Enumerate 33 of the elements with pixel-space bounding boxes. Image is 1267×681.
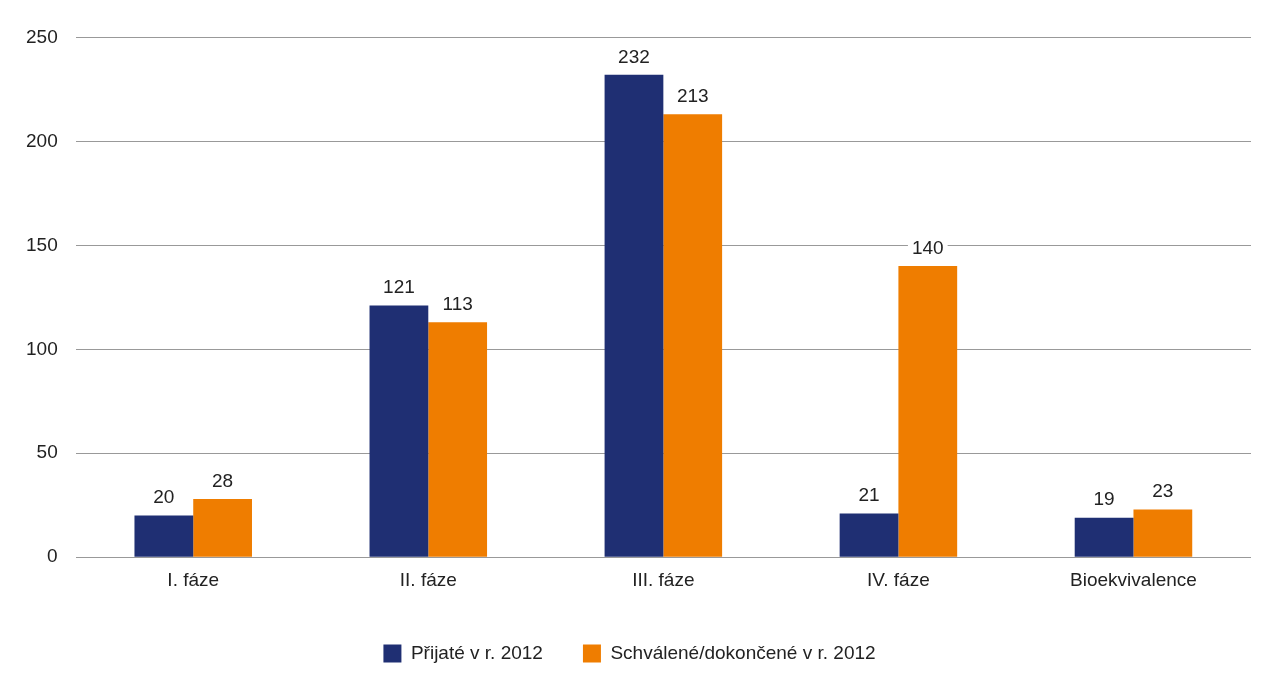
bar xyxy=(193,498,252,557)
data-label: 19 xyxy=(1093,488,1115,510)
x-tick-label: II. fáze xyxy=(399,568,457,590)
y-tick-label: 250 xyxy=(26,25,58,47)
bar xyxy=(1074,517,1134,557)
bar xyxy=(428,322,488,557)
data-label: 140 xyxy=(911,236,944,258)
bar xyxy=(134,515,194,557)
data-label: 23 xyxy=(1152,480,1174,502)
y-tick-label: 150 xyxy=(26,233,58,255)
x-tick-label: III. fáze xyxy=(632,568,695,590)
data-label: 28 xyxy=(212,469,234,491)
data-label: 20 xyxy=(153,486,175,508)
bar xyxy=(369,305,429,557)
bar xyxy=(1133,509,1193,557)
data-label: 113 xyxy=(442,292,473,314)
x-tick-label: I. fáze xyxy=(167,568,220,590)
data-label: 21 xyxy=(858,484,880,506)
bar xyxy=(604,74,664,557)
y-tick-label: 100 xyxy=(26,337,58,359)
y-tick-label: 200 xyxy=(26,129,58,151)
bar xyxy=(663,114,723,557)
y-tick-label: 0 xyxy=(47,545,58,567)
x-tick-label: Bioekvivalence xyxy=(1070,568,1197,590)
bar xyxy=(839,513,899,557)
data-label: 121 xyxy=(383,276,415,298)
x-tick-label: IV. fáze xyxy=(867,568,930,590)
y-tick-label: 50 xyxy=(36,441,58,463)
legend-label: Přijaté v r. 2012 xyxy=(410,641,543,663)
data-label: 232 xyxy=(618,45,650,67)
bar xyxy=(898,266,958,557)
data-label: 213 xyxy=(676,85,709,107)
legend-label: Schválené/dokončené v r. 2012 xyxy=(610,641,876,663)
